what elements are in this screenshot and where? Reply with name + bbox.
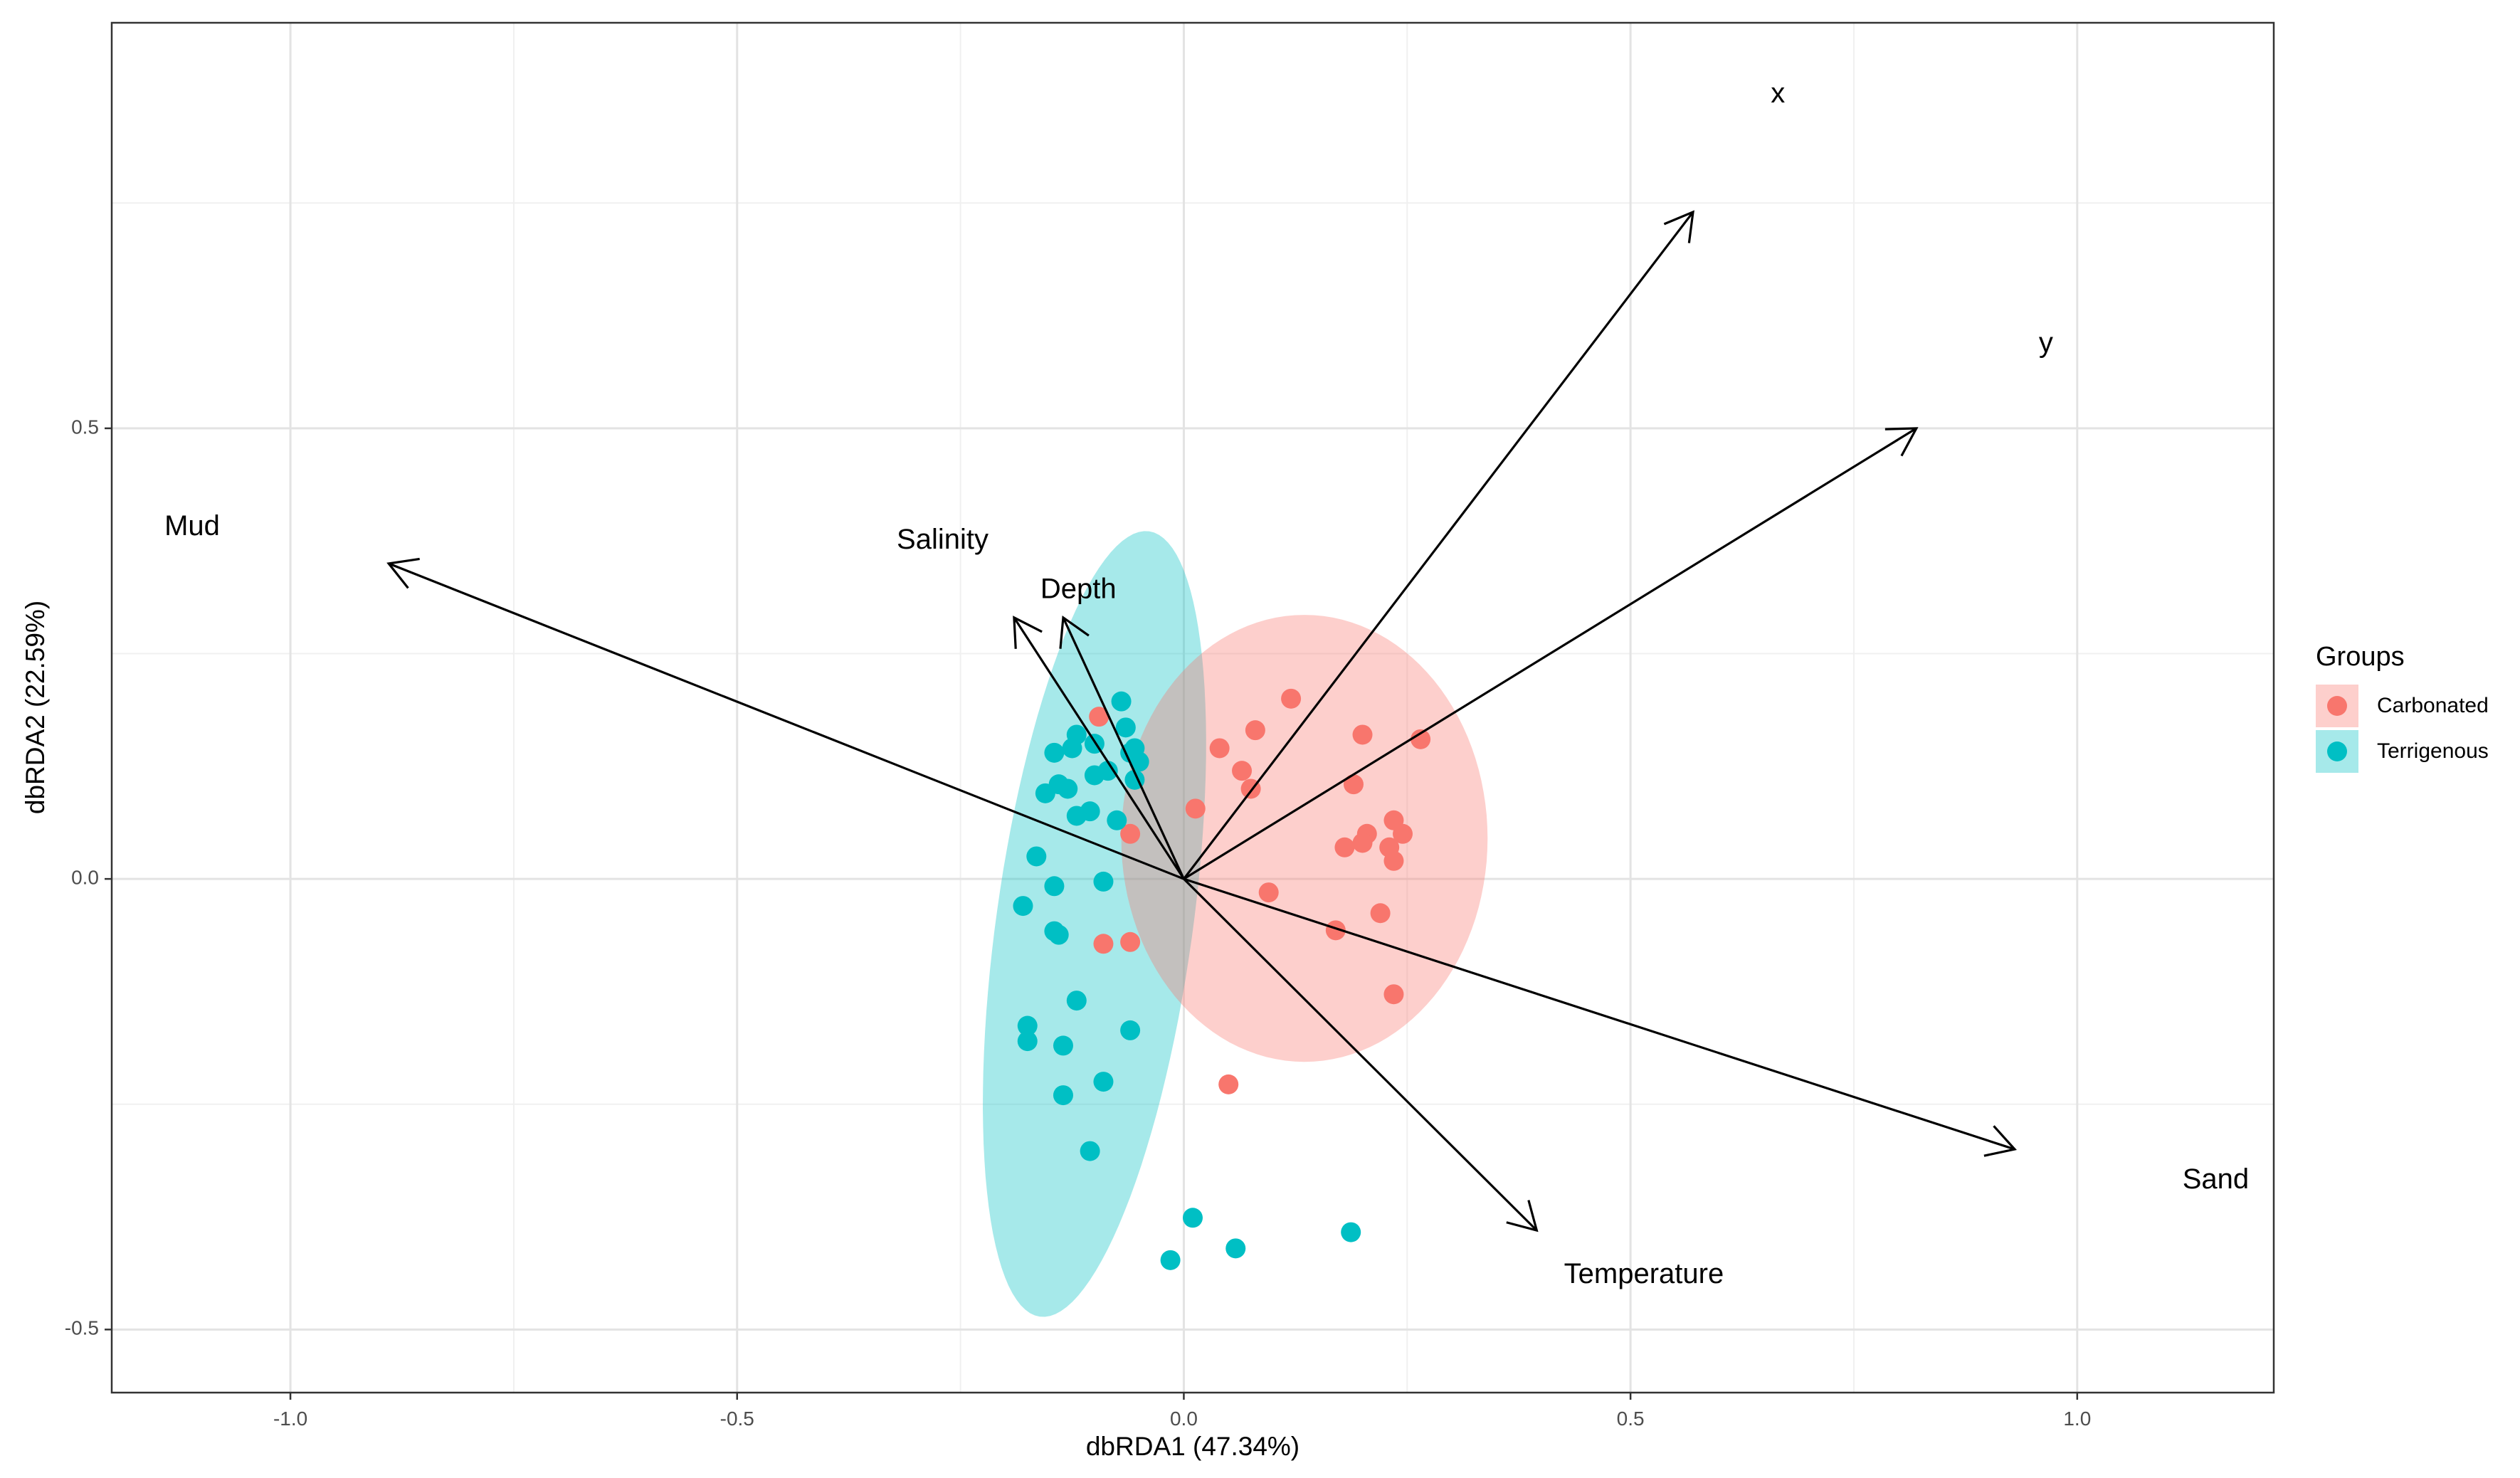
- point-carbonated: [1352, 833, 1373, 853]
- legend-title: Groups: [2316, 642, 2405, 672]
- legend-label-terrigenous: Terrigenous: [2377, 739, 2489, 763]
- y-tick-label: -0.5: [65, 1317, 99, 1339]
- point-terrigenous: [1111, 691, 1132, 712]
- point-carbonated: [1089, 707, 1109, 727]
- point-terrigenous: [1066, 806, 1087, 826]
- arrow-label-depth: Depth: [1040, 573, 1117, 604]
- point-terrigenous: [1341, 1222, 1361, 1242]
- arrowhead-temperature: [1506, 1200, 1539, 1232]
- y-tick-label: 0.5: [71, 416, 99, 438]
- plot-panel-border: [110, 21, 2275, 1394]
- minor-gridlines: [112, 23, 2274, 1393]
- point-terrigenous: [1044, 876, 1065, 897]
- legend-label-carbonated: Carbonated: [2377, 694, 2489, 717]
- arrow-temperature: [1183, 877, 1538, 1232]
- point-terrigenous: [1017, 1031, 1038, 1052]
- point-carbonated: [1281, 688, 1302, 709]
- point-carbonated: [1218, 1074, 1239, 1094]
- group-ellipses: [983, 531, 1488, 1317]
- arrow-salinity: [1013, 616, 1185, 880]
- x-axis-ticks: -1.0 -0.5 0.0 0.5 1.0: [273, 1393, 2091, 1430]
- arrow-sand: [1183, 877, 2015, 1151]
- arrow-label-sand: Sand: [2183, 1163, 2249, 1195]
- arrow-label-mud: Mud: [164, 510, 220, 542]
- point-terrigenous: [1107, 810, 1127, 830]
- major-gridlines: [112, 23, 2274, 1393]
- legend-marker-terrigenous: [2327, 741, 2347, 761]
- point-carbonated: [1383, 984, 1404, 1005]
- point-terrigenous: [1225, 1238, 1246, 1259]
- point-carbonated: [1245, 720, 1265, 741]
- arrowhead-x: [1663, 210, 1694, 243]
- x-tick-label: 1.0: [2063, 1408, 2091, 1430]
- biplot-arrow-labels: Mud Salinity Depth x y Sand Temperature: [164, 78, 2249, 1289]
- legend-marker-carbonated: [2327, 696, 2347, 716]
- ellipse-terrigenous: [983, 531, 1206, 1317]
- arrow-label-salinity: Salinity: [897, 524, 989, 555]
- point-carbonated: [1120, 931, 1141, 952]
- x-tick-label: 0.5: [1617, 1408, 1645, 1430]
- arrowhead-sand: [1983, 1125, 2017, 1157]
- point-carbonated: [1370, 903, 1391, 924]
- point-terrigenous: [1066, 991, 1087, 1011]
- point-terrigenous: [1058, 778, 1078, 799]
- arrow-label-y: y: [2039, 327, 2053, 359]
- point-terrigenous: [1129, 751, 1149, 772]
- point-carbonated: [1343, 774, 1364, 795]
- point-carbonated: [1393, 823, 1413, 844]
- point-terrigenous: [1120, 1020, 1141, 1040]
- point-terrigenous: [1044, 742, 1065, 763]
- arrow-y: [1183, 427, 1917, 880]
- y-axis-ticks: -0.5 0.0 0.5: [65, 416, 112, 1339]
- point-terrigenous: [1080, 1141, 1100, 1161]
- biplot-arrows: [386, 210, 2017, 1232]
- arrow-depth: [1062, 617, 1185, 880]
- point-terrigenous: [1093, 1072, 1114, 1092]
- point-carbonated: [1411, 729, 1431, 749]
- x-tick-label: -1.0: [273, 1408, 307, 1430]
- point-terrigenous: [1097, 761, 1118, 781]
- y-tick-label: 0.0: [71, 867, 99, 889]
- y-axis-title: dbRDA2 (22.59%): [21, 601, 50, 814]
- x-tick-label: -0.5: [720, 1408, 754, 1430]
- point-carbonated: [1325, 920, 1346, 941]
- point-terrigenous: [1026, 846, 1047, 867]
- legend: Groups Carbonated Terrigenous: [2316, 642, 2489, 773]
- point-terrigenous: [1160, 1250, 1181, 1270]
- arrow-label-temperature: Temperature: [1564, 1258, 1724, 1289]
- arrowhead-y: [1884, 427, 1919, 457]
- point-carbonated: [1209, 738, 1230, 759]
- arrowhead-salinity: [1013, 616, 1043, 649]
- arrow-label-x: x: [1771, 78, 1785, 109]
- point-terrigenous: [1053, 1035, 1073, 1056]
- arrowhead-mud: [386, 557, 420, 589]
- point-carbonated: [1258, 882, 1279, 903]
- point-terrigenous: [1183, 1208, 1203, 1228]
- arrow-mud: [388, 562, 1185, 880]
- point-carbonated: [1232, 761, 1253, 781]
- point-terrigenous: [1062, 738, 1082, 759]
- point-terrigenous: [1013, 896, 1033, 917]
- point-terrigenous: [1048, 924, 1069, 945]
- point-carbonated: [1334, 837, 1355, 857]
- point-terrigenous: [1053, 1085, 1073, 1106]
- arrow-x: [1183, 211, 1694, 880]
- point-carbonated: [1352, 724, 1373, 745]
- point-carbonated: [1185, 798, 1206, 819]
- point-carbonated: [1383, 850, 1404, 871]
- point-terrigenous: [1035, 783, 1055, 803]
- x-axis-title: dbRDA1 (47.34%): [1086, 1432, 1299, 1461]
- point-terrigenous: [1017, 1015, 1038, 1036]
- point-carbonated: [1120, 823, 1141, 844]
- point-carbonated: [1093, 934, 1114, 954]
- arrowhead-depth: [1059, 615, 1090, 649]
- x-tick-label: 0.0: [1170, 1408, 1198, 1430]
- point-terrigenous: [1093, 871, 1114, 892]
- ellipse-carbonated: [1121, 615, 1488, 1062]
- point-terrigenous: [1115, 717, 1136, 738]
